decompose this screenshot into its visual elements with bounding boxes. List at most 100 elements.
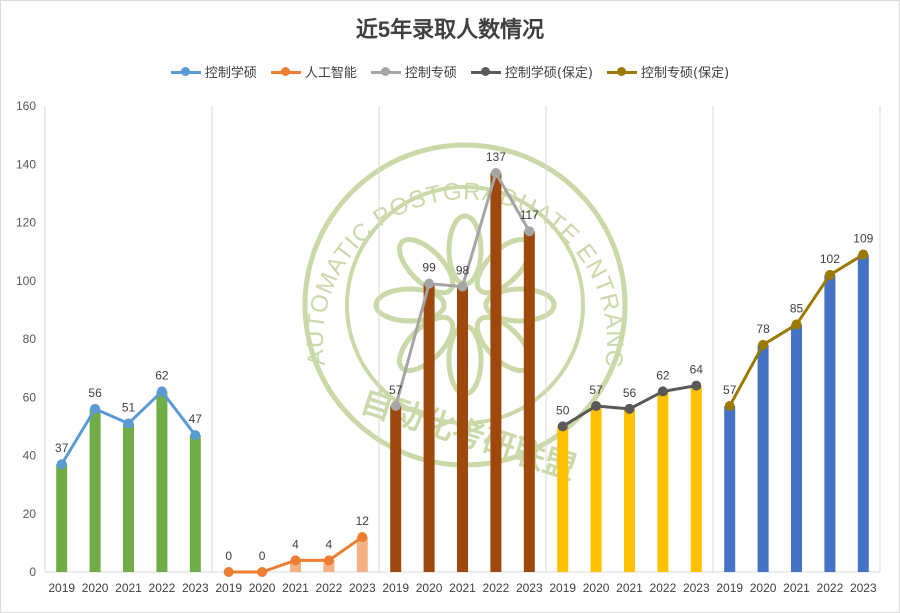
bar: [423, 283, 435, 572]
bar: [824, 274, 836, 572]
bar: [189, 435, 201, 572]
data-label: 12: [356, 514, 370, 528]
legend-swatch-1: [270, 66, 301, 78]
legend-label-0: 控制学硕: [204, 66, 257, 81]
y-tick-label: 160: [16, 99, 36, 113]
x-tick-label: 2020: [583, 581, 610, 595]
y-tick-label: 40: [23, 449, 37, 463]
legend-label-4: 控制专硕(保定): [641, 66, 730, 81]
bar: [757, 344, 769, 572]
chart-legend: 控制学硕 人工智能 控制专硕 控制学硕(保定) 控制专硕(保定): [0, 62, 900, 81]
watermark-inner-text: 自动化考研联盟: [356, 383, 580, 486]
data-label: 37: [55, 441, 69, 455]
x-tick-label: 2022: [149, 581, 176, 595]
y-tick-label: 0: [29, 565, 36, 579]
x-tick-label: 2023: [349, 581, 376, 595]
x-tick-label: 2020: [249, 581, 276, 595]
legend-item-4: 控制专硕(保定): [607, 62, 729, 81]
data-point: [190, 430, 201, 441]
bar: [791, 324, 802, 572]
data-point: [557, 421, 568, 432]
data-label: 51: [122, 400, 136, 414]
x-tick-label: 2022: [650, 581, 677, 595]
data-point: [323, 555, 334, 566]
data-label: 137: [486, 150, 506, 164]
x-tick-label: 2022: [817, 581, 844, 595]
x-tick-label: 2023: [516, 581, 543, 595]
x-tick-label: 2020: [416, 581, 443, 595]
data-point: [156, 386, 167, 397]
legend-swatch-4: [607, 66, 638, 78]
x-tick-label: 2020: [750, 581, 777, 595]
data-label: 78: [756, 322, 770, 336]
data-point: [223, 567, 234, 577]
data-label: 47: [189, 412, 203, 426]
data-label: 64: [690, 363, 704, 377]
x-tick-label: 2022: [483, 581, 510, 595]
x-tick-label: 2021: [449, 581, 476, 595]
data-label: 57: [723, 383, 737, 397]
legend-label-1: 人工智能: [304, 66, 357, 81]
bar: [290, 560, 301, 572]
bar: [523, 231, 535, 573]
watermark-leaf: [483, 286, 557, 324]
data-label: 99: [422, 261, 436, 275]
y-tick-label: 100: [16, 274, 36, 288]
legend-item-0: 控制学硕: [170, 62, 257, 81]
legend-label-2: 控制专硕: [404, 66, 457, 81]
x-tick-label: 2021: [115, 581, 142, 595]
data-point: [591, 400, 602, 411]
data-point: [791, 319, 802, 330]
bar: [56, 464, 68, 572]
y-tick-label: 140: [16, 157, 36, 171]
data-point: [390, 400, 401, 411]
bar: [657, 391, 669, 572]
bar: [457, 286, 468, 572]
bar: [323, 560, 335, 572]
bar: [390, 405, 402, 572]
legend-item-2: 控制专硕: [370, 62, 457, 81]
legend-swatch-2: [370, 66, 401, 78]
y-tick-label: 60: [23, 390, 37, 404]
data-label: 57: [389, 383, 403, 397]
x-tick-label: 2021: [783, 581, 810, 595]
x-tick-label: 2019: [48, 581, 75, 595]
bar: [857, 254, 869, 572]
bar: [690, 385, 702, 572]
bar: [490, 172, 502, 573]
bar: [356, 537, 368, 572]
bar: [89, 408, 101, 572]
legend-item-1: 人工智能: [270, 62, 357, 81]
data-label: 85: [790, 301, 804, 315]
data-point: [56, 459, 67, 470]
data-point: [490, 167, 501, 178]
x-tick-label: 2023: [850, 581, 877, 595]
bar: [557, 426, 569, 572]
y-tick-label: 120: [16, 216, 36, 230]
data-point: [524, 226, 535, 237]
data-point: [290, 555, 301, 566]
data-label: 4: [292, 537, 299, 551]
x-tick-label: 2023: [683, 581, 710, 595]
bar: [624, 408, 635, 572]
data-label: 62: [656, 368, 670, 382]
data-point: [90, 403, 101, 414]
data-label: 4: [326, 537, 333, 551]
data-point: [824, 269, 835, 280]
bar: [123, 423, 134, 572]
data-point: [424, 278, 435, 289]
legend-swatch-3: [470, 66, 501, 78]
data-label: 98: [456, 264, 470, 278]
bar: [590, 405, 602, 572]
x-tick-label: 2019: [549, 581, 576, 595]
bar: [724, 405, 736, 572]
data-point: [758, 339, 769, 350]
x-tick-label: 2021: [282, 581, 309, 595]
data-label: 109: [853, 232, 873, 246]
data-label: 50: [556, 403, 570, 417]
x-tick-label: 2022: [316, 581, 343, 595]
data-point: [724, 400, 735, 411]
watermark-leaf: [373, 286, 447, 324]
